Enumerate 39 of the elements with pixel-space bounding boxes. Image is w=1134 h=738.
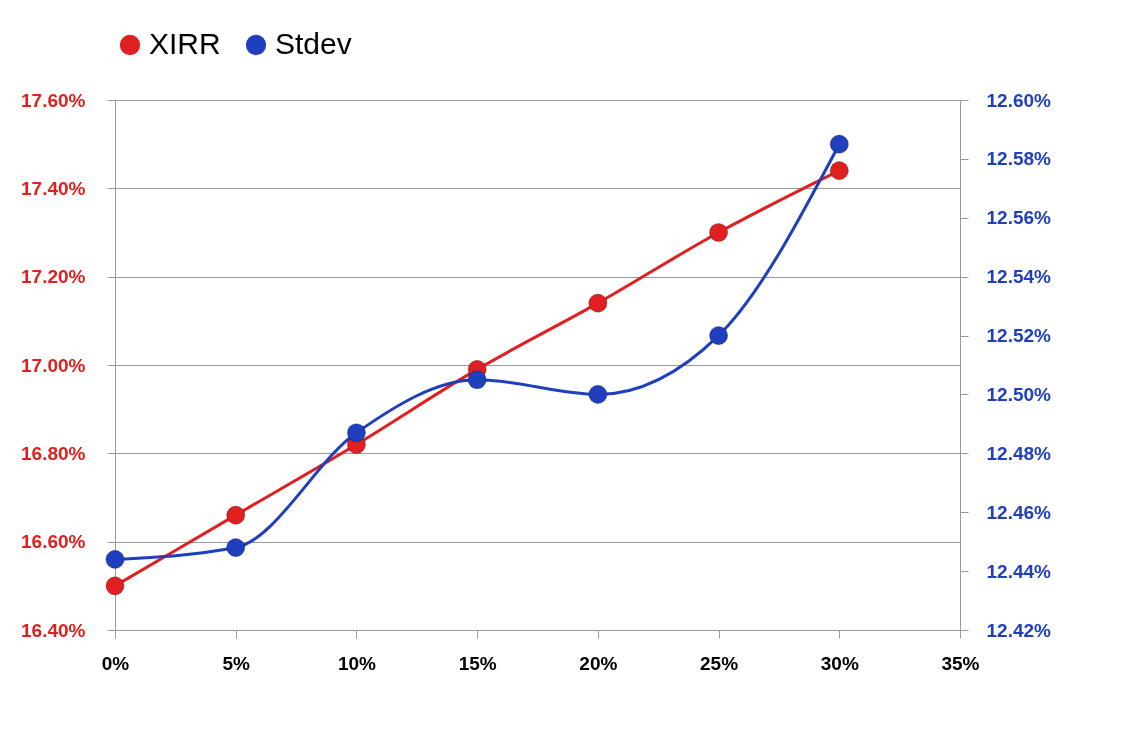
y-tick-label: 16.80% [21, 442, 86, 464]
y-tick-label: 16.40% [21, 619, 86, 641]
y2-tick-label: 12.46% [986, 501, 1052, 523]
x-tick-label: 25% [700, 652, 739, 674]
point [829, 161, 849, 181]
x-tick-label: 35% [941, 652, 980, 674]
y-tick-label: 17.20% [21, 266, 86, 288]
y-tick-label: 17.60% [21, 89, 86, 111]
point [708, 222, 729, 243]
point [829, 134, 849, 154]
y-tick-label: 17.00% [21, 354, 86, 376]
y2-tick-label: 12.52% [986, 325, 1052, 347]
point [226, 505, 246, 525]
y-tick-label: 17.40% [21, 177, 86, 199]
point [588, 384, 608, 405]
y2-tick-label: 12.50% [986, 383, 1052, 405]
y2-tick-label: 12.54% [986, 266, 1052, 288]
y2-tick-label: 12.48% [986, 442, 1052, 464]
point [708, 325, 729, 346]
y2-tick-label: 12.42% [986, 619, 1052, 641]
point [467, 370, 487, 390]
y2-tick-label: 12.44% [986, 560, 1052, 582]
legend-label: Stdev [275, 27, 352, 60]
point [226, 537, 246, 558]
y2-tick-label: 12.56% [986, 207, 1052, 229]
x-tick-label: 0% [101, 652, 130, 674]
point [105, 549, 125, 569]
x-tick-label: 10% [337, 652, 377, 674]
point [588, 293, 608, 313]
y-tick-label: 16.60% [21, 531, 86, 553]
y2-tick-label: 12.58% [986, 148, 1052, 170]
point [346, 423, 367, 443]
point [105, 576, 125, 596]
x-tick-label: 15% [458, 652, 497, 674]
x-tick-label: 20% [579, 652, 618, 674]
y2-tick-label: 12.60% [986, 89, 1052, 111]
x-tick-label: 30% [820, 652, 859, 674]
x-tick-label: 5% [222, 652, 251, 674]
legend-label: XIRR [149, 27, 221, 60]
